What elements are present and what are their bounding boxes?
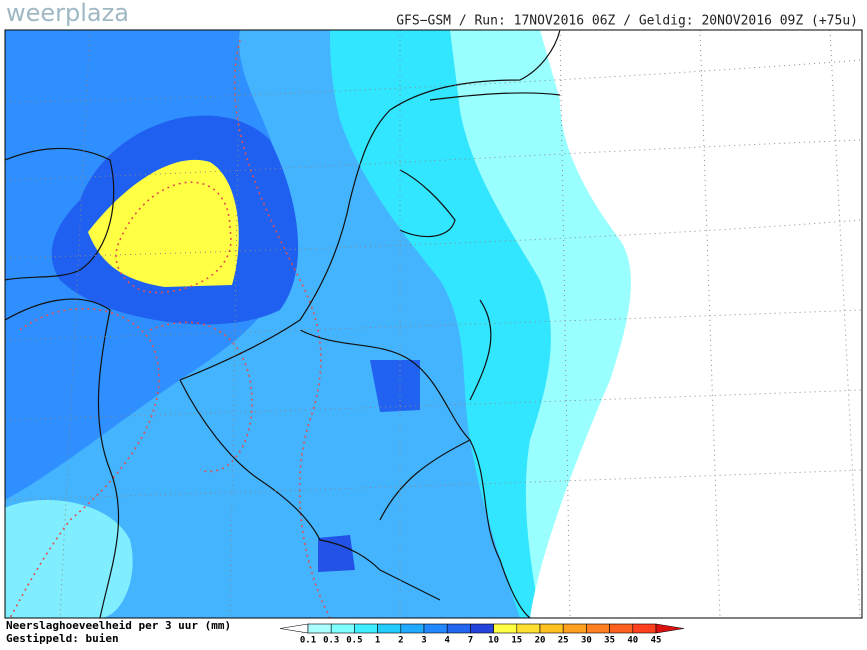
- colorbar-box: [632, 623, 657, 634]
- colorbar-box: [516, 623, 541, 634]
- colorbar-box: [307, 623, 332, 634]
- coastline: [179, 30, 561, 381]
- colorbar-label: 0.1: [300, 636, 316, 646]
- legend-subtitle: Gestippeld: buien: [6, 632, 119, 645]
- colorbar-label: 0.5: [346, 636, 362, 646]
- colorbar: 0.1 0.3 0.5 1 2 3 4 7 10 15 20 25 30 35 40 45: [279, 623, 685, 646]
- colorbar-label: 3: [421, 636, 426, 646]
- colorbar-box: [609, 623, 634, 634]
- colorbar-box: [539, 623, 564, 634]
- colorbar-box: [493, 623, 518, 634]
- colorbar-label: 40: [627, 636, 638, 646]
- legend-title: Neerslaghoeveelheid per 3 uur (mm): [6, 619, 231, 632]
- colorbar-label: 35: [604, 636, 615, 646]
- shower-contour: [149, 321, 253, 473]
- colorbar-label: 45: [651, 636, 662, 646]
- colorbar-label: 2: [398, 636, 403, 646]
- colorbar-label: 30: [581, 636, 592, 646]
- precip-area: [530, 30, 862, 618]
- shower-contour: [233, 39, 331, 618]
- colorbar-label: 1: [375, 636, 380, 646]
- border: [179, 299, 531, 618]
- colorbar-box: [423, 623, 448, 634]
- colorbar-label: 25: [558, 636, 569, 646]
- colorbar-box: [470, 623, 494, 634]
- precip-area: [88, 159, 239, 287]
- colorbar-end: [655, 623, 685, 634]
- colorbar-box: [562, 623, 587, 634]
- coastline: [5, 147, 120, 618]
- colorbar-box: [446, 623, 471, 634]
- colorbar-end: [279, 623, 309, 634]
- colorbar-label: 4: [444, 636, 450, 646]
- colorbar-box: [586, 623, 610, 634]
- colorbar-label: 20: [535, 636, 546, 646]
- map-frame: [4, 29, 863, 619]
- colorbar-box: [330, 623, 355, 634]
- run-info: GFS−GSM / Run: 17NOV2016 06Z / Geldig: 2…: [396, 14, 858, 29]
- precip-area: [318, 535, 355, 572]
- logo: weerplaza: [6, 0, 129, 27]
- precip-area: [5, 500, 133, 618]
- colorbar-label: 0.3: [323, 636, 339, 646]
- colorbar-box: [377, 623, 402, 634]
- shower-contour: [9, 307, 160, 618]
- map: [4, 29, 863, 619]
- colorbar-label: 15: [511, 636, 522, 646]
- colorbar-box: [354, 623, 378, 634]
- colorbar-label: 7: [468, 636, 473, 646]
- colorbar-box: [400, 623, 425, 634]
- precip-area: [370, 360, 420, 412]
- colorbar-label: 10: [488, 636, 499, 646]
